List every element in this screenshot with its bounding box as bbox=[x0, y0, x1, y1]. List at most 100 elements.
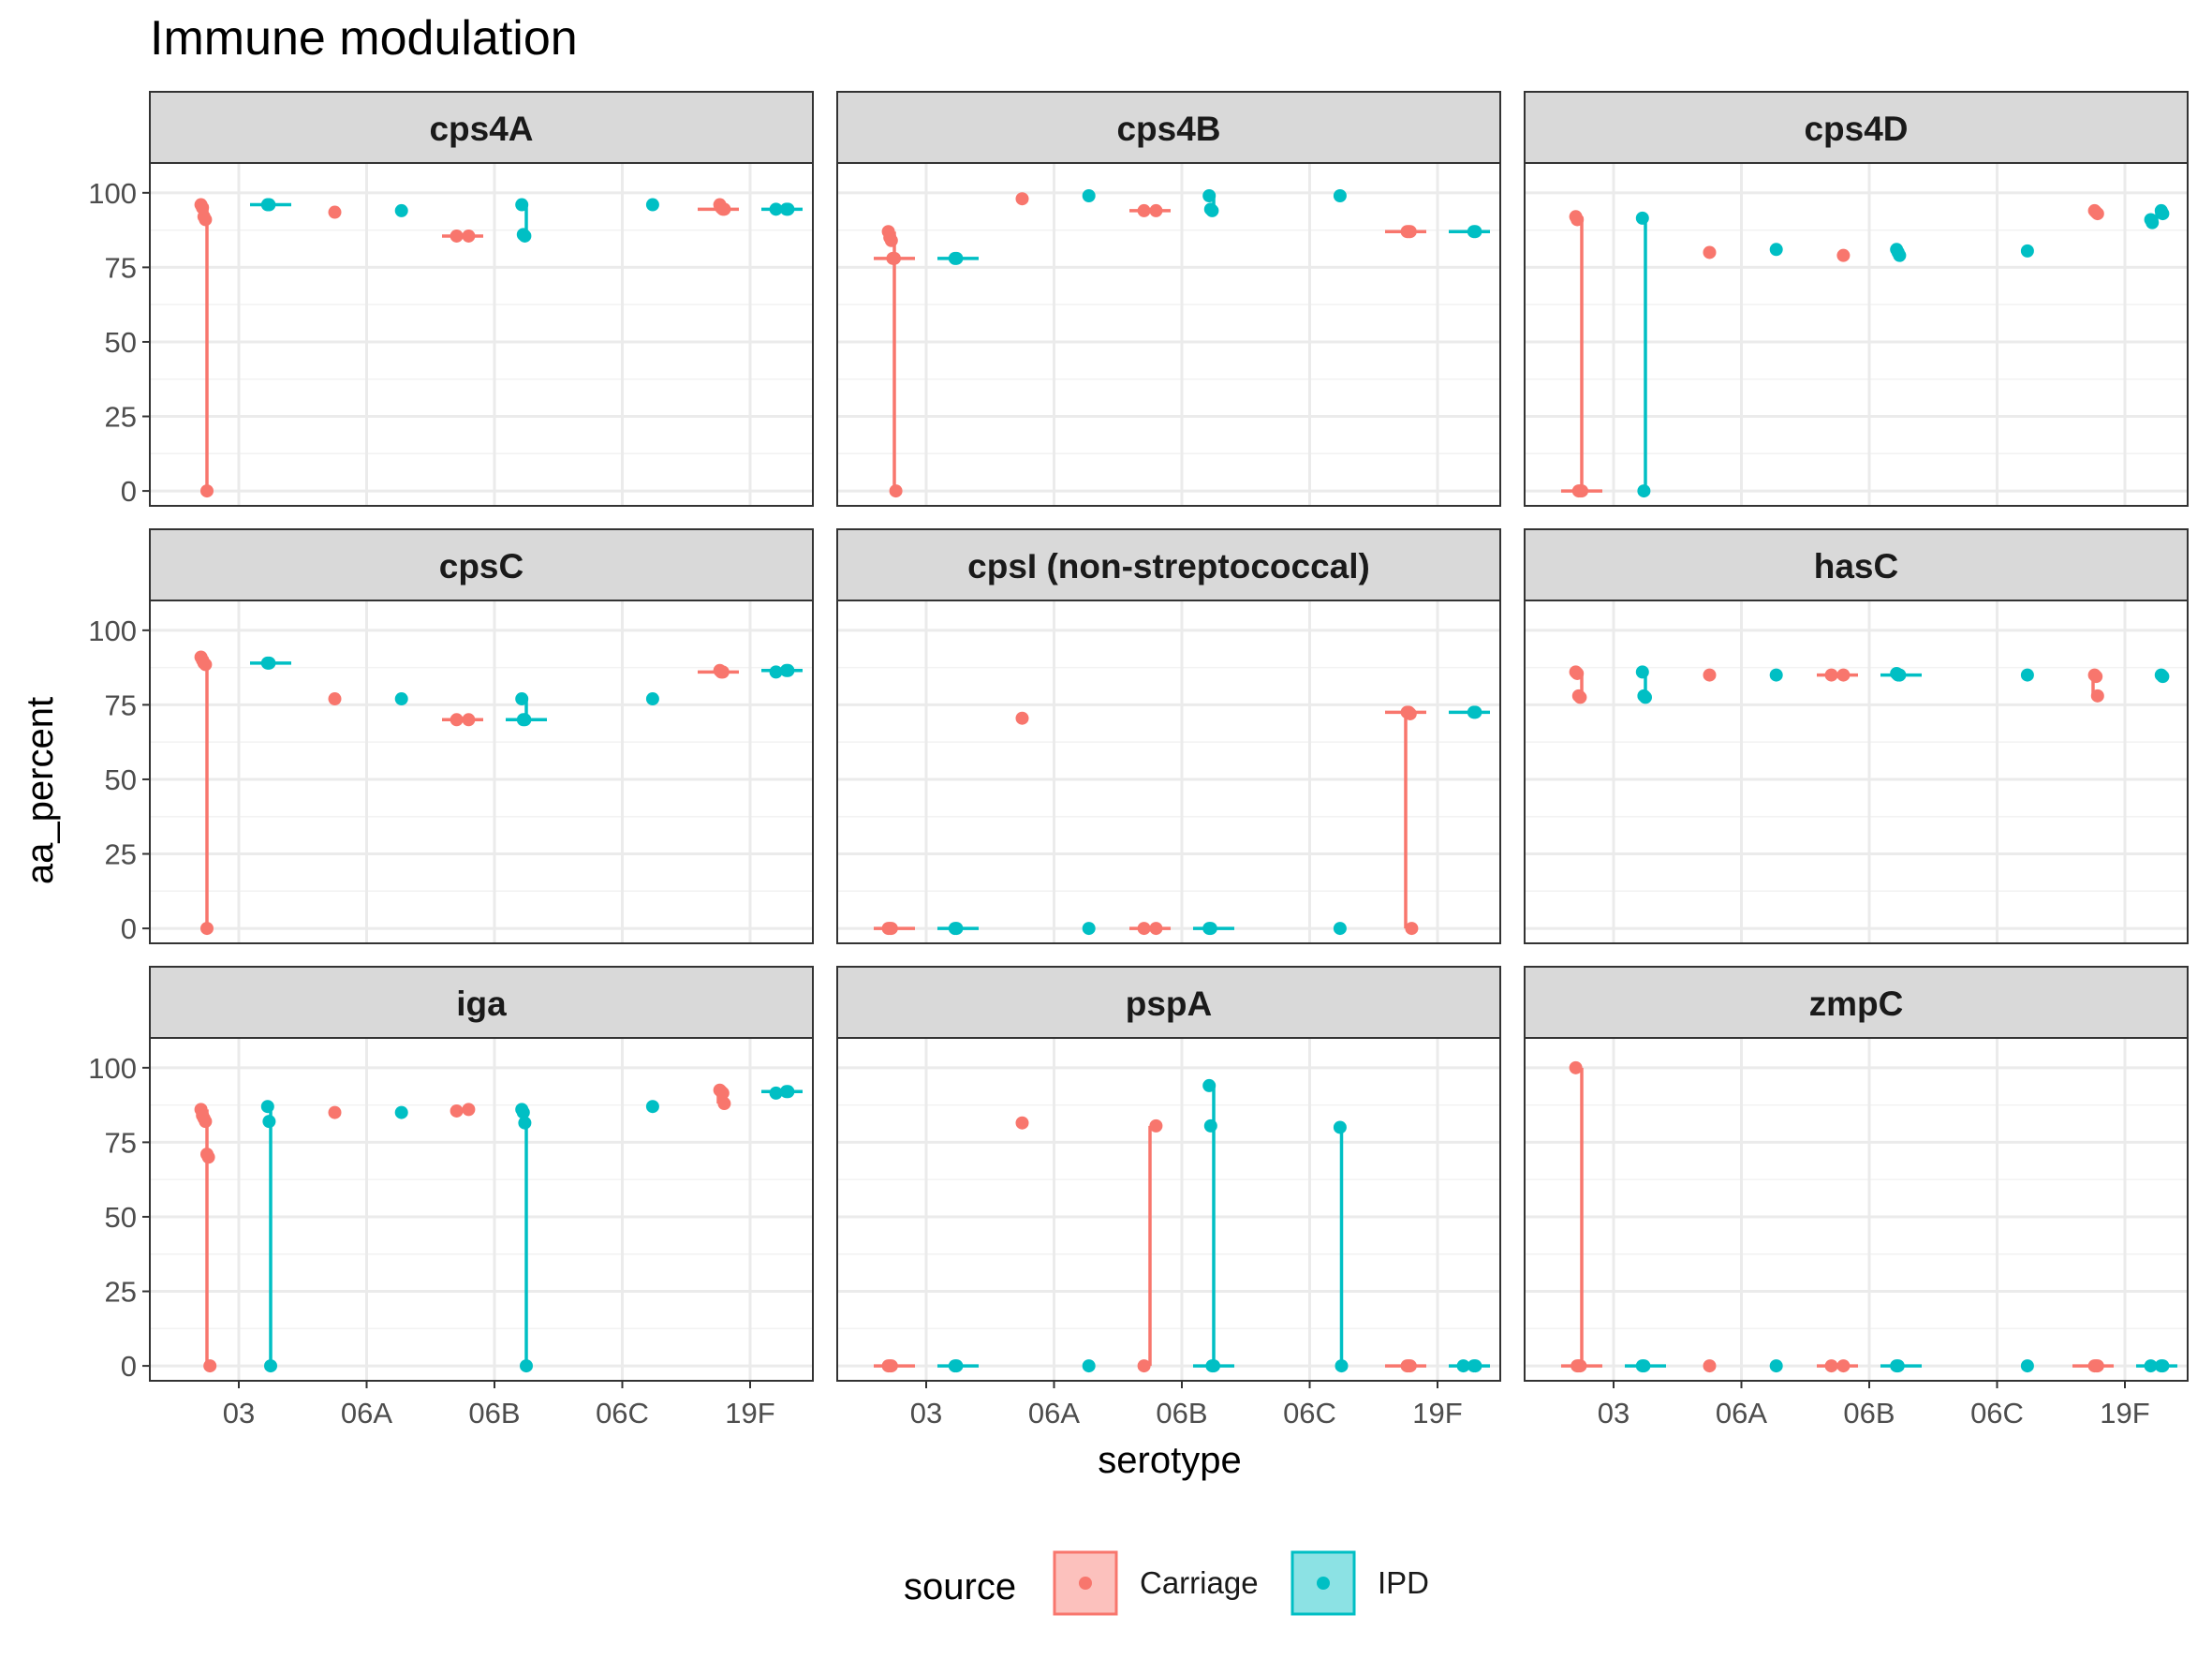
legend-label: Carriage bbox=[1140, 1565, 1259, 1600]
data-point bbox=[769, 665, 783, 679]
facet-panel: cps4A 0 25 50 75 100 bbox=[88, 91, 814, 508]
data-point bbox=[781, 663, 795, 677]
data-point bbox=[1891, 1359, 1905, 1373]
data-point bbox=[717, 202, 731, 216]
data-point bbox=[200, 922, 214, 936]
data-point bbox=[645, 1100, 659, 1114]
data-point bbox=[769, 202, 783, 216]
data-point bbox=[462, 1103, 476, 1117]
data-point bbox=[1836, 1359, 1851, 1373]
data-point bbox=[2090, 1359, 2104, 1373]
panel-border bbox=[1524, 600, 2189, 944]
y-tick-label: 100 bbox=[88, 1052, 137, 1085]
data-point bbox=[1202, 189, 1217, 203]
y-tick-label: 25 bbox=[105, 1276, 137, 1309]
data-point bbox=[1203, 1118, 1217, 1133]
panel-border bbox=[1524, 162, 2189, 507]
facet-strip bbox=[149, 528, 814, 601]
data-point bbox=[950, 1359, 964, 1373]
data-point bbox=[328, 1105, 342, 1119]
chart-title: Immune modulation bbox=[150, 11, 578, 66]
y-tick-label: 75 bbox=[105, 1126, 137, 1159]
y-tick-label: 50 bbox=[105, 326, 137, 359]
data-point bbox=[2090, 207, 2104, 221]
data-point bbox=[1205, 203, 1219, 217]
data-point bbox=[2089, 670, 2103, 684]
facet-panel: cps4B bbox=[836, 91, 1501, 507]
data-point bbox=[203, 1359, 217, 1373]
panel-background bbox=[1525, 600, 2188, 943]
facet-panel: zmpC 03 06A 06B 06C 19F bbox=[1524, 966, 2189, 1429]
x-tick-label: 06B bbox=[468, 1397, 520, 1429]
data-point bbox=[450, 229, 464, 243]
data-point bbox=[1137, 922, 1151, 936]
panel-background bbox=[150, 1038, 813, 1381]
data-point bbox=[884, 922, 898, 936]
data-point bbox=[2156, 670, 2170, 684]
x-tick-label: 06C bbox=[596, 1397, 649, 1429]
facet-panel: cps4D bbox=[1524, 91, 2189, 507]
data-point bbox=[1769, 668, 1783, 682]
data-point bbox=[264, 1359, 277, 1373]
panel-border bbox=[149, 162, 814, 507]
y-tick-label: 25 bbox=[105, 838, 137, 871]
facet-panel: cpsC 0 25 50 75 100 bbox=[88, 528, 814, 945]
data-point bbox=[200, 484, 214, 498]
data-point bbox=[2020, 668, 2034, 682]
data-point bbox=[1137, 1359, 1151, 1373]
data-point bbox=[262, 1115, 276, 1129]
y-tick-label: 50 bbox=[105, 1201, 137, 1234]
data-point bbox=[260, 1100, 274, 1114]
data-point bbox=[1203, 922, 1217, 936]
data-point bbox=[1149, 1118, 1163, 1133]
data-point bbox=[1405, 922, 1419, 936]
data-point bbox=[889, 484, 903, 498]
data-point bbox=[1149, 203, 1163, 217]
data-point bbox=[199, 213, 213, 227]
x-tick-label: 06A bbox=[1028, 1397, 1080, 1429]
x-tick-label: 19F bbox=[2100, 1397, 2149, 1429]
data-point bbox=[1403, 1359, 1417, 1373]
y-tick-label: 0 bbox=[121, 912, 137, 945]
data-point bbox=[450, 713, 464, 727]
data-point bbox=[1635, 211, 1649, 225]
data-point bbox=[781, 202, 795, 216]
facet-label: iga bbox=[456, 985, 507, 1023]
facet-label: cps4B bbox=[1116, 110, 1220, 148]
data-point bbox=[2144, 1359, 2158, 1373]
data-point bbox=[450, 1104, 464, 1118]
facet-strip bbox=[1524, 966, 2189, 1039]
facet-panel: cpsI (non-streptococcal) bbox=[836, 528, 1501, 944]
data-point bbox=[201, 1150, 215, 1164]
data-point bbox=[715, 665, 730, 679]
panel-border bbox=[149, 1037, 814, 1382]
facet-strip bbox=[1524, 91, 2189, 164]
data-point bbox=[1403, 225, 1417, 239]
data-point bbox=[515, 198, 529, 212]
data-point bbox=[2090, 689, 2104, 703]
data-point bbox=[199, 658, 213, 672]
facet-strip bbox=[836, 91, 1501, 164]
facet-label: pspA bbox=[1126, 985, 1213, 1023]
data-point bbox=[1082, 922, 1096, 936]
x-tick-label: 06C bbox=[1283, 1397, 1336, 1429]
data-point bbox=[1703, 1359, 1717, 1373]
y-tick-label: 0 bbox=[121, 475, 137, 508]
facet-panel: iga 0 25 50 75 100 03 06A 06B 06C 19F bbox=[88, 966, 814, 1429]
data-point bbox=[462, 713, 476, 727]
panel-border bbox=[1524, 1037, 2189, 1382]
data-point bbox=[1703, 668, 1717, 682]
data-point bbox=[1335, 1359, 1349, 1373]
data-point bbox=[1015, 192, 1029, 206]
data-point bbox=[1637, 484, 1651, 498]
facet-strip bbox=[836, 528, 1501, 601]
legend-label: IPD bbox=[1378, 1565, 1429, 1600]
data-point bbox=[328, 692, 342, 706]
facet-strip bbox=[1524, 528, 2189, 601]
panel-border bbox=[149, 600, 814, 944]
y-tick-label: 100 bbox=[88, 615, 137, 647]
data-point bbox=[1569, 1060, 1583, 1074]
data-point bbox=[1015, 711, 1029, 725]
